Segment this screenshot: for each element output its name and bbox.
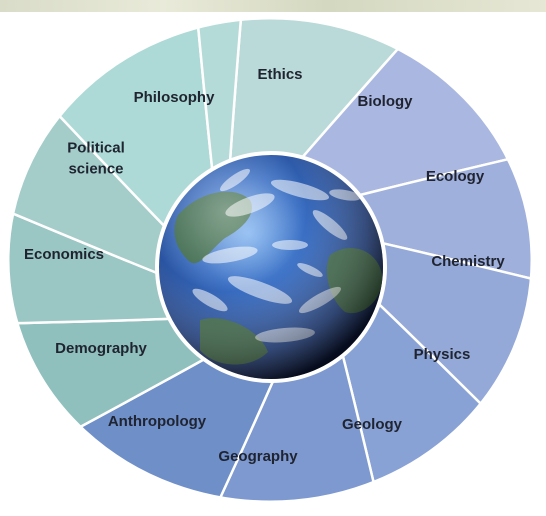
- label-geography: Geography: [218, 448, 298, 465]
- segment-labels: Ethics Biology Ecology Chemistry Physics Geol…: [24, 66, 505, 465]
- segment-philosophy: [165, 18, 273, 176]
- earth-globe-image: [155, 151, 387, 383]
- label-ethics: Ethics: [257, 66, 302, 83]
- label-demography: Demography: [55, 340, 147, 357]
- label-anthropology: Anthropology: [108, 413, 207, 430]
- label-political-science: Political science: [67, 140, 125, 178]
- globe-shading: [159, 155, 383, 379]
- label-chemistry: Chemistry: [431, 253, 505, 270]
- label-biology: Biology: [358, 93, 414, 110]
- label-ecology: Ecology: [426, 168, 485, 185]
- background-strip: [0, 0, 546, 12]
- label-philosophy: Philosophy: [134, 89, 215, 106]
- label-physics: Physics: [414, 346, 471, 363]
- outer-ring-border: [6, 16, 534, 504]
- label-economics: Economics: [24, 246, 104, 263]
- label-geology: Geology: [342, 416, 403, 433]
